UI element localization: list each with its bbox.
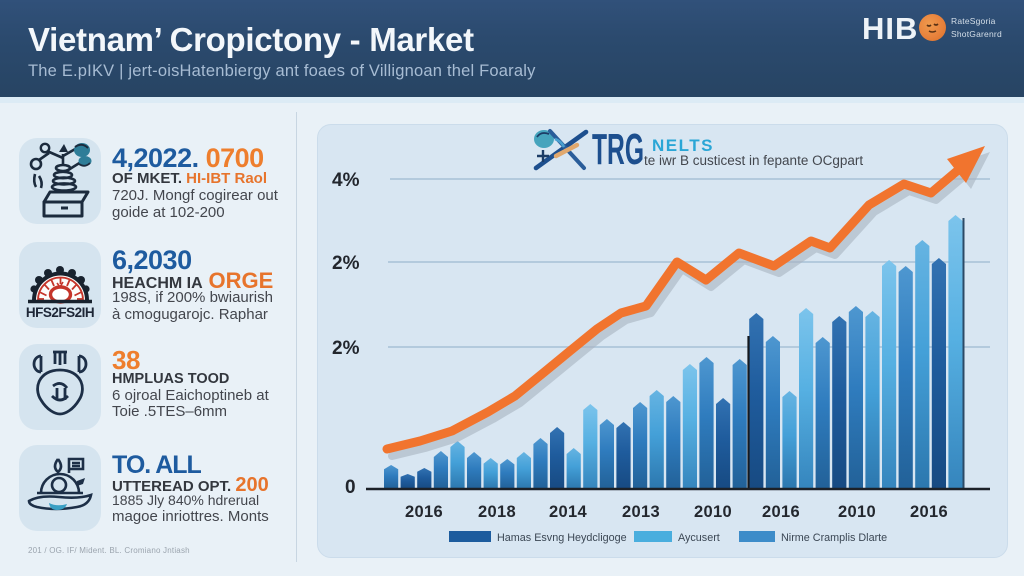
svg-text:2010: 2010 <box>838 503 876 521</box>
svg-text:HFS2FS2IH: HFS2FS2IH <box>26 305 94 320</box>
svg-text:2014: 2014 <box>549 503 587 521</box>
svg-text:2018: 2018 <box>478 503 516 521</box>
svg-text:2010: 2010 <box>694 503 732 521</box>
svg-text:Nirme Cramplis Dlarte: Nirme Cramplis Dlarte <box>781 532 887 544</box>
svg-text:2016: 2016 <box>910 503 948 521</box>
svg-text:2016: 2016 <box>762 503 800 521</box>
svg-text:2013: 2013 <box>622 503 660 521</box>
svg-text:2016: 2016 <box>405 503 443 521</box>
svg-text:Aycusert: Aycusert <box>678 532 720 544</box>
svg-text:2%: 2% <box>332 338 360 359</box>
svg-text:0: 0 <box>345 477 356 498</box>
svg-text:Hamas Esvng Heydcligoge: Hamas Esvng Heydcligoge <box>497 532 627 544</box>
svg-text:4%: 4% <box>332 170 360 191</box>
svg-text:2%: 2% <box>332 253 360 274</box>
